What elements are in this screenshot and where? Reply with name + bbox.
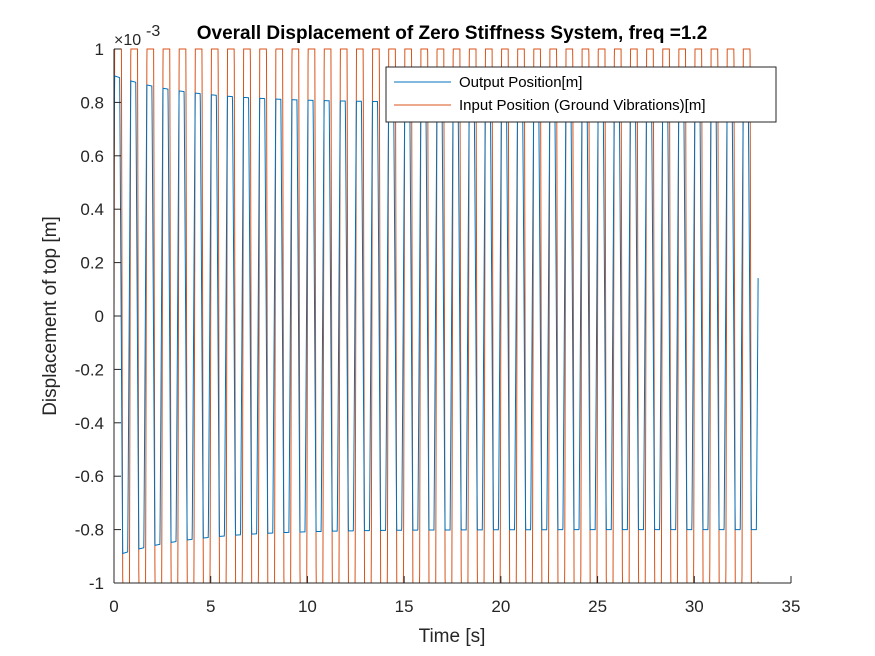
y-tick-label: 1 — [95, 40, 104, 59]
ticks-layer: 0 5 10 15 20 25 30 35 -1 -0.8 -0.6 -0.4 -0.2 0 0.2 0.4 0… — [75, 40, 801, 616]
legend-label-input: Input Position (Ground Vibrations)[m] — [459, 97, 706, 114]
x-tick-label: 10 — [298, 597, 317, 616]
y-tick-label: -0.6 — [75, 467, 104, 486]
legend[interactable]: Output Position[m] Input Position (Groun… — [385, 66, 777, 123]
y-exponent-base: ×10 — [114, 32, 141, 49]
y-tick-label: 0.8 — [80, 93, 104, 112]
x-tick-label: 30 — [685, 597, 704, 616]
y-tick-label: -0.8 — [75, 521, 104, 540]
y-tick-label: -0.4 — [75, 414, 104, 433]
x-tick-label: 5 — [206, 597, 215, 616]
x-axis-label: Time [s] — [419, 626, 486, 647]
x-tick-label: 25 — [588, 597, 607, 616]
y-exponent-power: -3 — [146, 23, 160, 40]
y-axis-label: Displacement of top [m] — [40, 216, 61, 416]
y-tick-label: 0 — [95, 307, 104, 326]
y-tick-label: 0.6 — [80, 147, 104, 166]
x-tick-label: 0 — [109, 597, 118, 616]
legend-box — [385, 66, 777, 123]
y-tick-label: 0.2 — [80, 254, 104, 273]
x-tick-label: 15 — [395, 597, 414, 616]
x-tick-label: 20 — [491, 597, 510, 616]
x-tick-label: 35 — [782, 597, 801, 616]
legend-label-output: Output Position[m] — [459, 74, 582, 91]
chart-title: Overall Displacement of Zero Stiffness S… — [197, 23, 708, 44]
y-tick-label: -1 — [89, 574, 104, 593]
y-tick-label: 0.4 — [80, 200, 104, 219]
y-tick-label: -0.2 — [75, 360, 104, 379]
